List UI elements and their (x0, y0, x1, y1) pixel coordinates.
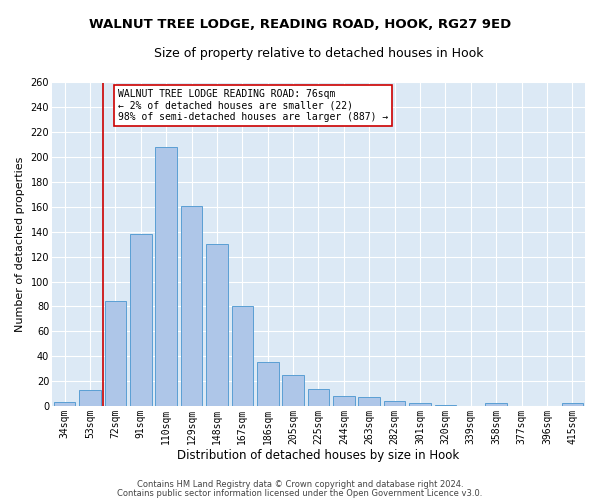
Bar (333, 396, 355, 406)
Text: Contains public sector information licensed under the Open Government Licence v3: Contains public sector information licen… (118, 488, 482, 498)
Bar (434, 404, 456, 406)
Bar (562, 404, 583, 406)
Bar (358, 397, 380, 406)
Bar (485, 404, 507, 406)
Bar (79, 390, 101, 406)
Bar (257, 362, 278, 406)
Title: Size of property relative to detached houses in Hook: Size of property relative to detached ho… (154, 48, 483, 60)
Bar (232, 306, 253, 406)
Bar (308, 388, 329, 406)
Bar (283, 375, 304, 406)
Bar (155, 147, 177, 406)
Y-axis label: Number of detached properties: Number of detached properties (15, 156, 25, 332)
X-axis label: Distribution of detached houses by size in Hook: Distribution of detached houses by size … (178, 450, 460, 462)
Bar (54, 402, 76, 406)
Bar (409, 404, 431, 406)
Bar (104, 302, 126, 406)
Bar (384, 401, 406, 406)
Text: WALNUT TREE LODGE, READING ROAD, HOOK, RG27 9ED: WALNUT TREE LODGE, READING ROAD, HOOK, R… (89, 18, 511, 30)
Bar (206, 244, 228, 406)
Bar (130, 234, 152, 406)
Bar (181, 206, 202, 406)
Text: WALNUT TREE LODGE READING ROAD: 76sqm
← 2% of detached houses are smaller (22)
9: WALNUT TREE LODGE READING ROAD: 76sqm ← … (118, 88, 388, 122)
Text: Contains HM Land Registry data © Crown copyright and database right 2024.: Contains HM Land Registry data © Crown c… (137, 480, 463, 489)
